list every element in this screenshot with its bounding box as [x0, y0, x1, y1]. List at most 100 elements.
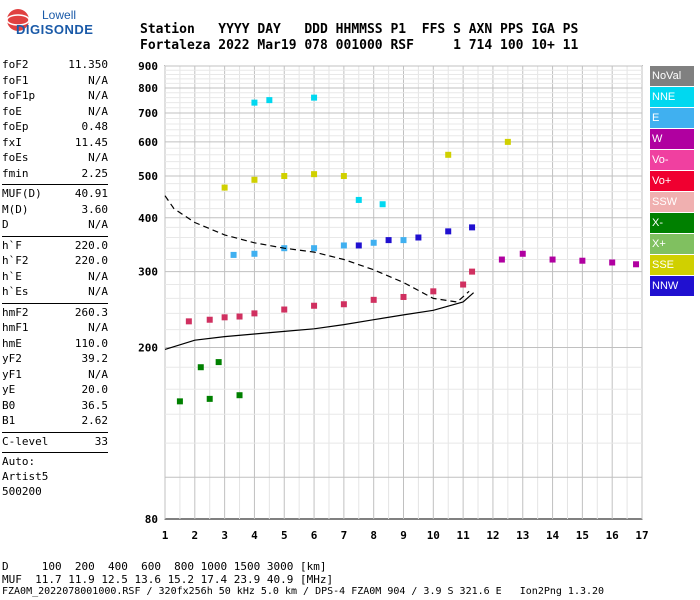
legend-entry-nne: NNE [650, 87, 694, 107]
data-point [445, 151, 452, 158]
param-name: M(D) [2, 202, 29, 216]
data-point [355, 196, 362, 203]
param-name: yF1 [2, 367, 22, 381]
scaled-parameters-panel: foF2 11.350 foF1 N/A foF1p N/A foE N/A foEp 0.48 f… [2, 58, 108, 500]
param-row: fxI 11.45 [2, 136, 108, 152]
footer-distance-row: D 100 200 400 600 800 1000 1500 3000 [km… [2, 560, 327, 573]
param-value: N/A [88, 89, 108, 102]
param-name: fxI [2, 135, 22, 149]
autoscaling-text: Auto: [2, 455, 36, 468]
y-tick-label: 600 [138, 136, 158, 149]
param-value: 2.62 [81, 414, 109, 427]
y-tick-label: 500 [138, 170, 158, 183]
param-row: M(D) 3.60 [2, 203, 108, 219]
param-name: fmin [2, 166, 29, 180]
data-point [236, 313, 243, 320]
param-name: hmF2 [2, 305, 29, 319]
data-point [281, 173, 288, 180]
data-point [311, 302, 318, 309]
y-tick-label: 400 [138, 212, 158, 225]
param-value: N/A [88, 151, 108, 164]
x-tick-label: 1 [162, 529, 169, 542]
param-value: 220.0 [74, 238, 108, 252]
y-tick-label: 80 [145, 513, 158, 526]
param-name: B0 [2, 398, 16, 412]
param-value: N/A [88, 73, 108, 87]
legend-entry-x: X- [650, 213, 694, 233]
data-point [469, 224, 476, 231]
data-point [311, 245, 318, 252]
data-point [251, 99, 258, 106]
legend-entry-ssw: SSW [650, 192, 694, 212]
data-point [230, 251, 237, 258]
x-tick-label: 4 [251, 529, 258, 542]
param-value: 33 [94, 434, 108, 448]
data-point [197, 364, 204, 371]
x-tick-label: 9 [400, 529, 407, 542]
x-tick-label: 10 [427, 529, 440, 542]
param-value: 11.350 [68, 58, 108, 71]
param-row: h`E N/A [2, 270, 108, 286]
data-point [379, 201, 386, 208]
footer-muf-row: MUF 11.7 11.9 12.5 13.6 15.2 17.4 23.9 4… [2, 573, 334, 586]
y-tick-label: 700 [138, 107, 158, 120]
param-separator [2, 235, 108, 237]
data-point [415, 234, 422, 241]
legend-entry-vo: Vo+ [650, 171, 694, 191]
data-point [579, 257, 586, 264]
data-point [185, 318, 192, 325]
param-name: foF1 [2, 73, 29, 87]
param-value: 260.3 [74, 305, 108, 319]
param-row: foF2 11.350 [2, 58, 108, 74]
legend-entry-vo: Vo- [650, 150, 694, 170]
x-tick-label: 14 [546, 529, 560, 542]
legend-entry-x: X+ [650, 234, 694, 254]
data-point [340, 242, 347, 249]
data-point [251, 176, 258, 183]
x-tick-label: 7 [341, 529, 348, 542]
param-row: h`Es N/A [2, 285, 108, 301]
data-point [281, 306, 288, 313]
data-point [460, 281, 467, 288]
param-row: foF1p N/A [2, 89, 108, 105]
param-row: hmF2 260.3 [2, 306, 108, 322]
x-tick-label: 17 [635, 529, 648, 542]
param-name: foE [2, 104, 22, 118]
trace-curve-solid [164, 292, 474, 350]
data-point [498, 256, 505, 263]
y-tick-label: 800 [138, 82, 158, 95]
data-point [469, 268, 476, 275]
data-point [215, 359, 222, 366]
param-name: B1 [2, 414, 16, 427]
y-tick-label: 900 [138, 60, 158, 73]
param-name: foF2 [2, 58, 29, 71]
param-value: 220.0 [74, 254, 108, 267]
param-name: hmE [2, 336, 22, 350]
param-row: B1 2.62 [2, 414, 108, 430]
param-value: 3.60 [81, 202, 109, 216]
y-tick-label: 300 [138, 266, 158, 279]
data-point [311, 94, 318, 101]
plot-frame [164, 65, 643, 520]
x-tick-label: 12 [486, 529, 499, 542]
autoscaling-text: Artist5 [2, 470, 49, 483]
param-value: 11.45 [74, 135, 108, 149]
param-separator [2, 302, 108, 304]
data-point [400, 293, 407, 300]
autoscaling-text: 500200 [2, 485, 42, 498]
param-row: D N/A [2, 218, 108, 234]
data-point [206, 395, 213, 402]
legend-entry-noval: NoVal [650, 66, 694, 86]
param-value: N/A [88, 367, 108, 381]
data-point [504, 138, 511, 145]
profile-curve-dashed [164, 195, 470, 303]
param-row: fmin 2.25 [2, 167, 108, 183]
data-point [176, 398, 183, 405]
data-point [266, 97, 273, 104]
data-point [609, 259, 616, 266]
param-row: hmF1 N/A [2, 321, 108, 337]
footer-file-info: FZA0M_2022078001000.RSF / 320fx256h 50 k… [2, 586, 605, 597]
param-name: yE [2, 383, 16, 396]
param-name: foF1p [2, 89, 36, 102]
param-row: yF1 N/A [2, 368, 108, 384]
